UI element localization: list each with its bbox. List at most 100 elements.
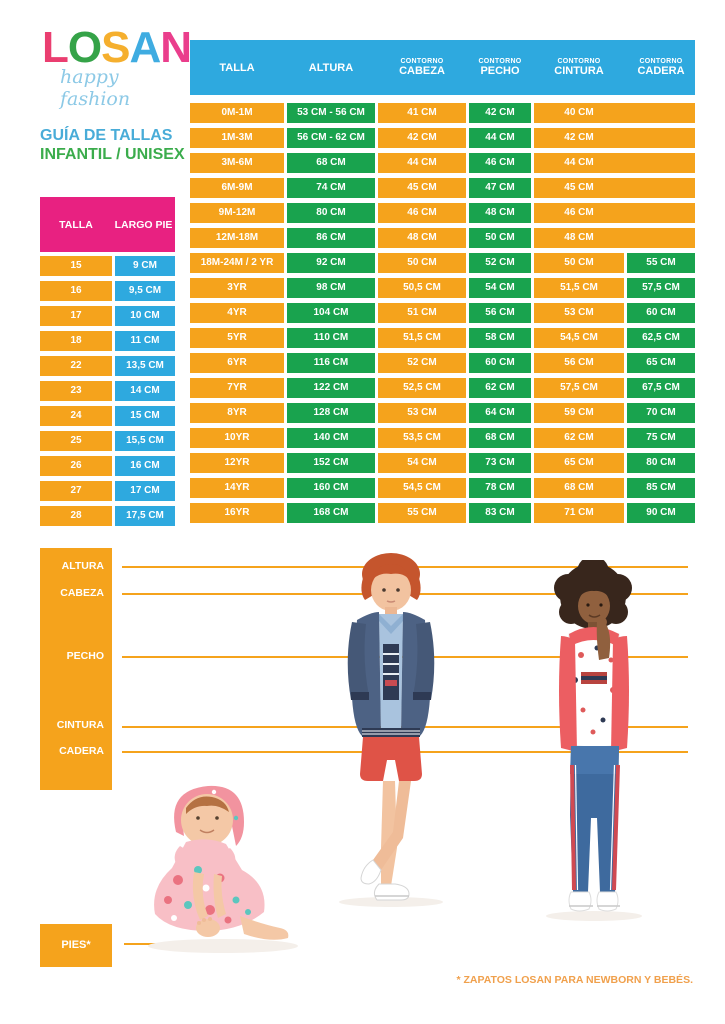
cintura-cell: 59 CM	[534, 403, 624, 423]
main-table-body: 0M-1M 53 CM - 56 CM 41 CM 42 CM 40 CM 1M-3M 56…	[190, 103, 695, 523]
pecho-cell: 68 CM	[469, 428, 531, 448]
foot-header-largo-pie: LARGO PIE	[114, 218, 173, 231]
foot-size-cell: 22	[40, 356, 112, 376]
cadera-cell: 57,5 CM	[627, 278, 695, 298]
cadera-cell: 70 CM	[627, 403, 695, 423]
logo-letter: L	[42, 23, 69, 72]
cadera-cell: 85 CM	[627, 478, 695, 498]
foot-length-cell: 9 CM	[115, 256, 175, 276]
cabeza-cell: 41 CM	[378, 103, 466, 123]
talla-cell: 9M-12M	[190, 203, 284, 223]
pecho-cell: 50 CM	[469, 228, 531, 248]
foot-header-talla: TALLA	[59, 218, 93, 231]
cintura-cell: 54,5 CM	[534, 328, 624, 348]
cintura-cell: 65 CM	[534, 453, 624, 473]
header-main-label: ALTURA	[308, 61, 354, 74]
cabeza-cell: 45 CM	[378, 178, 466, 198]
cabeza-cell: 55 CM	[378, 503, 466, 523]
pecho-cell: 56 CM	[469, 303, 531, 323]
cintura-cell: 57,5 CM	[534, 378, 624, 398]
talla-cell: 0M-1M	[190, 103, 284, 123]
cadera-cell: 55 CM	[627, 253, 695, 273]
talla-cell: 18M-24M / 2 YR	[190, 253, 284, 273]
logo-letter: O	[67, 23, 102, 72]
altura-cell: 53 CM - 56 CM	[287, 103, 375, 123]
measure-label-cadera: CADERA	[59, 745, 104, 757]
cabeza-cell: 51,5 CM	[378, 328, 466, 348]
cintura-cell: 45 CM	[534, 178, 695, 198]
cabeza-cell: 50,5 CM	[378, 278, 466, 298]
foot-size-cell: 16	[40, 281, 112, 301]
talla-cell: 14YR	[190, 478, 284, 498]
cadera-cell: 90 CM	[627, 503, 695, 523]
foot-length-cell: 14 CM	[115, 381, 175, 401]
page-title: GUÍA DE TALLAS INFANTIL / UNISEX	[40, 126, 185, 164]
cintura-cell: 68 CM	[534, 478, 624, 498]
talla-cell: 10YR	[190, 428, 284, 448]
cadera-cell: 80 CM	[627, 453, 695, 473]
footnote: * ZAPATOS LOSAN PARA NEWBORN Y BEBÉS.	[456, 974, 693, 986]
altura-cell: 68 CM	[287, 153, 375, 173]
foot-length-cell: 11 CM	[115, 331, 175, 351]
cabeza-cell: 51 CM	[378, 303, 466, 323]
pecho-cell: 58 CM	[469, 328, 531, 348]
foot-size-cell: 27	[40, 481, 112, 501]
header-contorno-pecho: CONTORNO PECHO	[469, 58, 531, 77]
page-title-line1: GUÍA DE TALLAS	[40, 127, 173, 144]
talla-cell: 16YR	[190, 503, 284, 523]
page-title-line2: INFANTIL / UNISEX	[40, 146, 185, 163]
altura-cell: 92 CM	[287, 253, 375, 273]
measure-labels-bar	[40, 548, 112, 790]
girl-photo	[546, 560, 642, 921]
header-altura: ALTURA	[287, 62, 375, 74]
foot-size-cell: 23	[40, 381, 112, 401]
cabeza-cell: 52 CM	[378, 353, 466, 373]
baby-photo	[148, 785, 298, 953]
cabeza-cell: 54,5 CM	[378, 478, 466, 498]
talla-cell: 8YR	[190, 403, 284, 423]
header-contorno-cintura: CONTORNO CINTURA	[534, 58, 624, 77]
header-top-label: CONTORNO	[639, 58, 683, 65]
foot-size-cell: 25	[40, 431, 112, 451]
pecho-cell: 83 CM	[469, 503, 531, 523]
altura-cell: 122 CM	[287, 378, 375, 398]
foot-length-cell: 17 CM	[115, 481, 175, 501]
pecho-cell: 54 CM	[469, 278, 531, 298]
cintura-cell: 71 CM	[534, 503, 624, 523]
cintura-cell: 51,5 CM	[534, 278, 624, 298]
logo-letter: N	[160, 23, 192, 72]
cintura-cell: 48 CM	[534, 228, 695, 248]
foot-table-body: 15 9 CM 16 9,5 CM 17 10 CM 18 11 CM 22 13,5 CM 23 1…	[40, 256, 175, 526]
foot-size-cell: 15	[40, 256, 112, 276]
cintura-cell: 40 CM	[534, 103, 695, 123]
pecho-cell: 52 CM	[469, 253, 531, 273]
cintura-cell: 44 CM	[534, 153, 695, 173]
logo-letter: S	[101, 23, 130, 72]
foot-size-cell: 24	[40, 406, 112, 426]
foot-size-cell: 18	[40, 331, 112, 351]
header-contorno-cadera: CONTORNO CADERA	[627, 58, 695, 77]
pecho-cell: 60 CM	[469, 353, 531, 373]
talla-cell: 3M-6M	[190, 153, 284, 173]
header-main-label: PECHO	[480, 65, 520, 77]
header-contorno-cabeza: CONTORNO CABEZA	[378, 58, 466, 77]
header-main-label: CABEZA	[399, 65, 445, 77]
cadera-cell: 60 CM	[627, 303, 695, 323]
logo-letter: A	[129, 23, 161, 72]
altura-cell: 116 CM	[287, 353, 375, 373]
altura-cell: 104 CM	[287, 303, 375, 323]
cabeza-cell: 54 CM	[378, 453, 466, 473]
pecho-cell: 44 CM	[469, 128, 531, 148]
measure-label-altura: ALTURA	[61, 560, 104, 572]
cabeza-cell: 50 CM	[378, 253, 466, 273]
talla-cell: 4YR	[190, 303, 284, 323]
losan-logo: LOSAN happy fashion	[42, 23, 192, 111]
altura-cell: 140 CM	[287, 428, 375, 448]
talla-cell: 6YR	[190, 353, 284, 373]
altura-cell: 160 CM	[287, 478, 375, 498]
header-main-label: CADERA	[637, 65, 685, 77]
cintura-cell: 56 CM	[534, 353, 624, 373]
header-top-label: CONTORNO	[400, 58, 444, 65]
cabeza-cell: 42 CM	[378, 128, 466, 148]
